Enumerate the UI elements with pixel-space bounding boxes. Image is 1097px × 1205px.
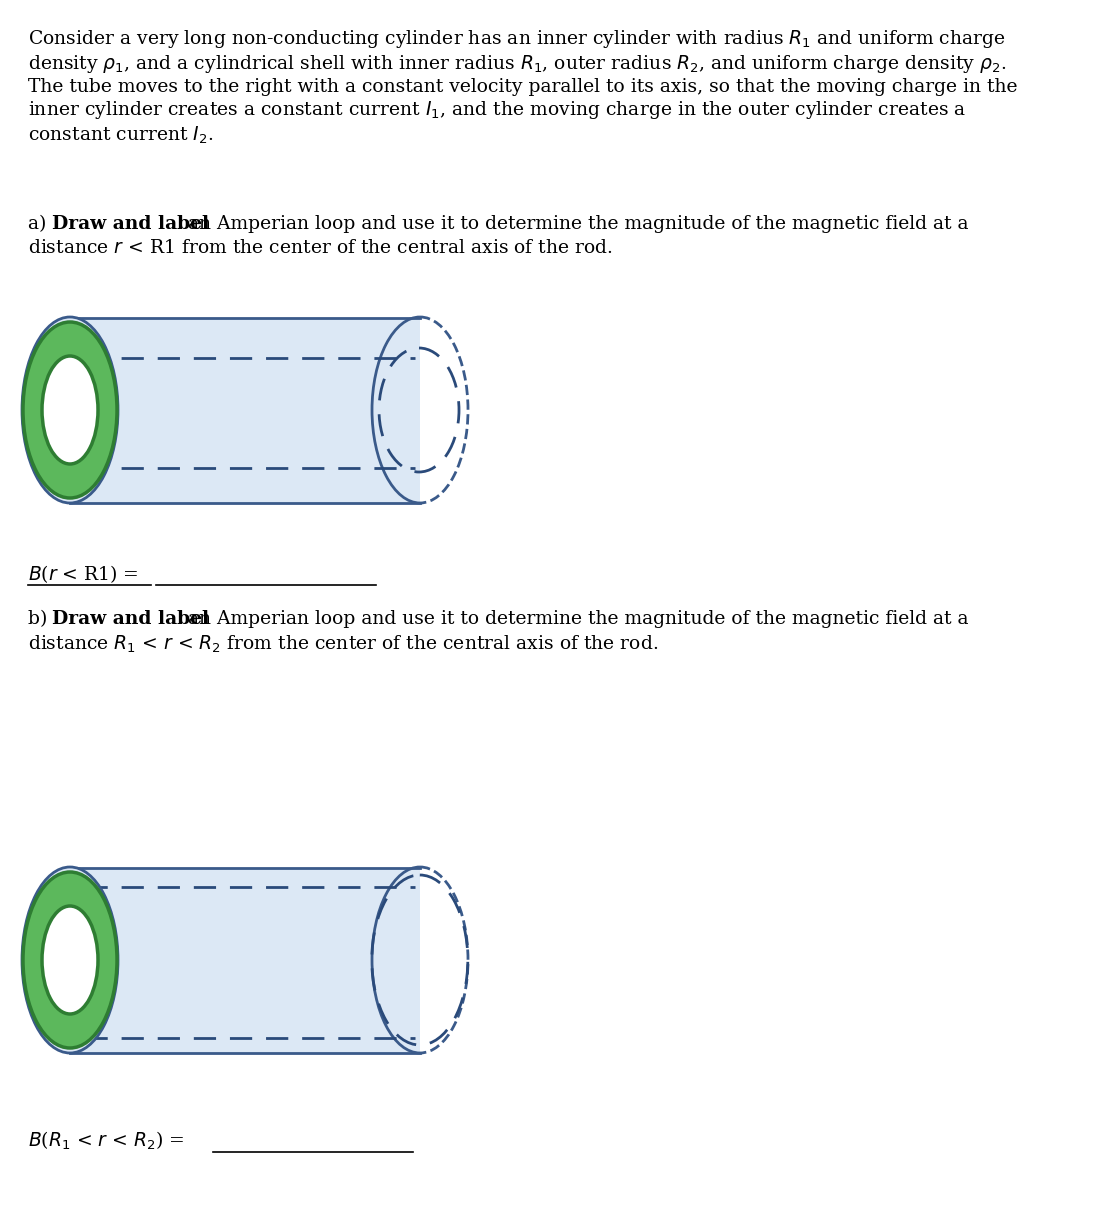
Text: a): a) — [29, 214, 53, 233]
Text: an Amperian loop and use it to determine the magnitude of the magnetic field at : an Amperian loop and use it to determine… — [182, 610, 969, 628]
Text: distance $R_1$ < $r$ < $R_2$ from the center of the central axis of the rod.: distance $R_1$ < $r$ < $R_2$ from the ce… — [29, 634, 658, 656]
Text: Consider a very long non-conducting cylinder has an inner cylinder with radius $: Consider a very long non-conducting cyli… — [29, 28, 1018, 146]
Polygon shape — [70, 317, 420, 502]
Text: b): b) — [29, 610, 54, 628]
Ellipse shape — [22, 317, 118, 502]
Text: $B$($R_1$ < $r$ < $R_2$) =: $B$($R_1$ < $r$ < $R_2$) = — [29, 1130, 186, 1152]
Text: Draw and label: Draw and label — [52, 610, 210, 628]
Ellipse shape — [23, 322, 117, 498]
Ellipse shape — [42, 355, 98, 464]
Text: Draw and label: Draw and label — [52, 214, 210, 233]
Ellipse shape — [42, 906, 98, 1013]
Text: an Amperian loop and use it to determine the magnitude of the magnetic field at : an Amperian loop and use it to determine… — [182, 214, 969, 233]
Text: distance $r$ < R1 from the center of the central axis of the rod.: distance $r$ < R1 from the center of the… — [29, 239, 613, 257]
Text: $\it{B}$($\it{r}$ < R1) =: $\it{B}$($\it{r}$ < R1) = — [29, 563, 140, 584]
Ellipse shape — [22, 868, 118, 1053]
Ellipse shape — [23, 872, 117, 1048]
Polygon shape — [70, 868, 420, 1052]
